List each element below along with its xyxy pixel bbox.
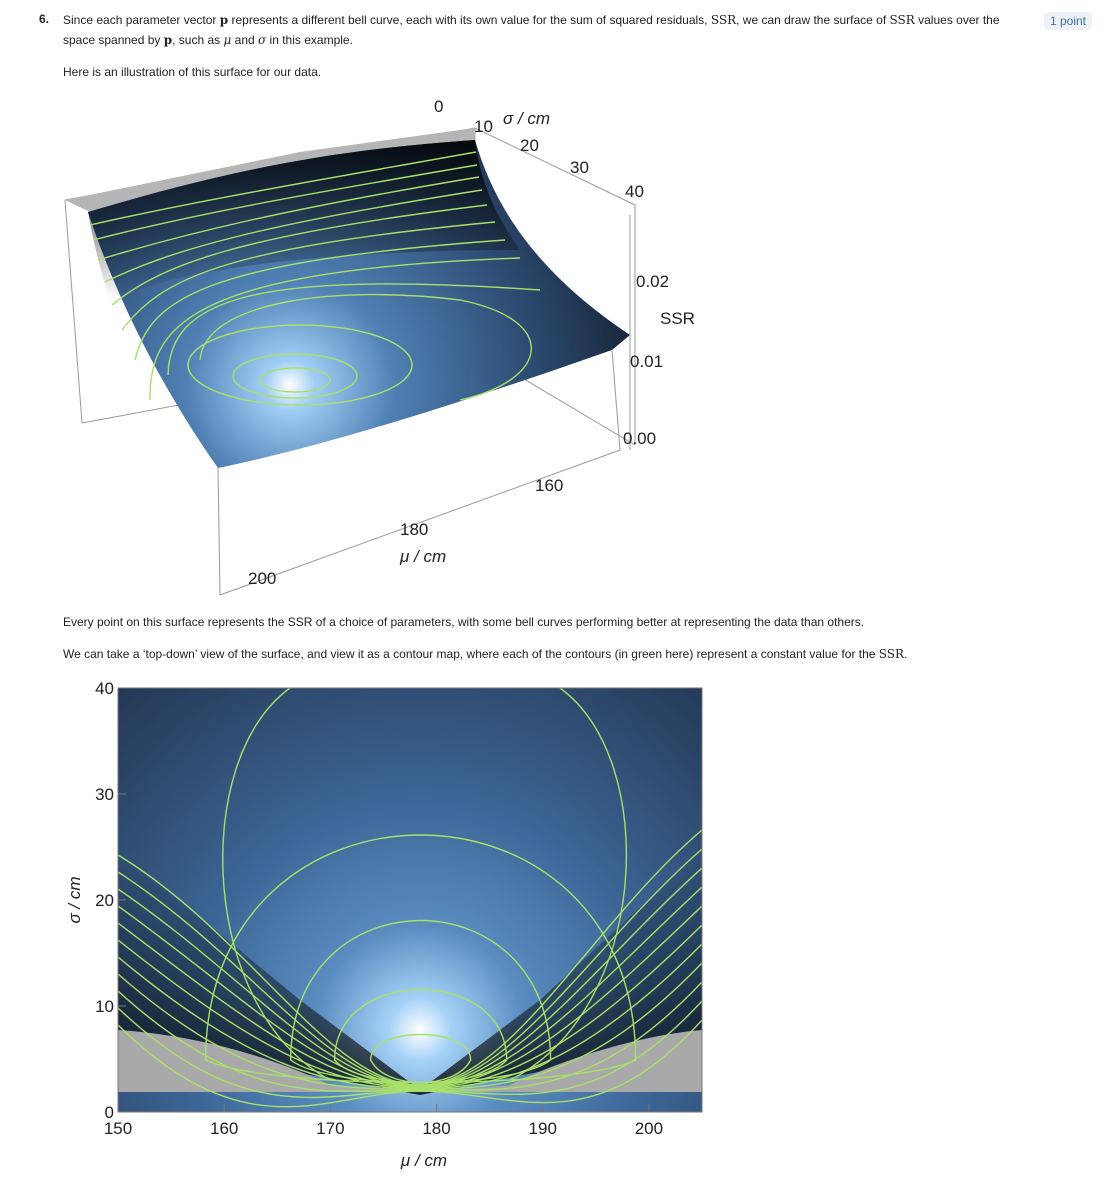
text-segment: , such as <box>172 33 224 47</box>
text-segment: in this example. <box>266 33 353 47</box>
y-tick-label: 30 <box>95 785 114 804</box>
sigma-tick-3d: 40 <box>625 182 644 201</box>
clipped-region <box>65 128 475 212</box>
contour-line <box>419 848 702 1087</box>
undefined-region <box>118 1030 702 1092</box>
math-ssr: SSR <box>878 647 905 661</box>
contour-dark-edges <box>118 850 702 1095</box>
contour-line <box>204 834 637 1084</box>
x-axis-label: μ / cm <box>400 1151 447 1170</box>
contour-line <box>419 1000 702 1096</box>
sigma-tick-3d: 10 <box>474 117 493 136</box>
sigma-tick-3d: 30 <box>570 158 589 177</box>
question-paragraph-4: We can take a ‘top-down’ view of the sur… <box>63 644 907 664</box>
contour-line <box>333 988 508 1084</box>
contour-heatmap <box>118 688 702 1112</box>
x-tick-label: 200 <box>635 1119 663 1138</box>
contour-line <box>118 1024 421 1108</box>
bounding-box-back <box>64 127 636 446</box>
contour-line <box>419 829 702 1086</box>
contour-line <box>118 854 421 1086</box>
math-sigma: σ <box>258 33 267 47</box>
ssr-surface <box>88 140 630 468</box>
math-mu: μ <box>223 33 232 47</box>
surface-axis-labels: 0 10 20 30 40 σ / cm 0.02 SSR 0.01 0.00 … <box>248 97 695 588</box>
contour-line <box>509 688 627 1081</box>
question-paragraph-2: Here is an illustration of this surface … <box>63 65 322 79</box>
y-tick-label: 0 <box>105 1103 114 1122</box>
x-tick-label: 150 <box>104 1119 132 1138</box>
contour-line <box>118 871 421 1087</box>
question-number: 6. <box>39 12 50 26</box>
surface-dark-shade <box>88 140 520 300</box>
x-tick-label: 160 <box>210 1119 238 1138</box>
x-tick-label: 190 <box>529 1119 557 1138</box>
question-paragraph-1: Since each parameter vector p represents… <box>63 10 1023 50</box>
contour-line <box>118 888 421 1087</box>
mu-tick-3d: 200 <box>248 569 276 588</box>
contour-axis-labels: 150 160 170 180 190 200 0 10 20 30 40 <box>95 679 663 1138</box>
contour-line <box>419 981 702 1091</box>
contour-line <box>118 1007 421 1099</box>
text-segment: We can take a ‘top-down’ view of the sur… <box>63 647 879 661</box>
contour-lines <box>118 688 702 1108</box>
text-segment: and <box>231 33 259 47</box>
contour-line <box>419 1019 702 1104</box>
math-ssr: SSR <box>889 13 915 27</box>
contour-line <box>118 973 421 1090</box>
math-p: p <box>219 13 229 27</box>
contour-line <box>419 867 702 1087</box>
contour-axes <box>117 687 650 1113</box>
y-tick-label: 20 <box>95 891 114 910</box>
text-segment: values over the space spanned by <box>63 13 1000 47</box>
mu-tick-3d: 180 <box>400 520 428 539</box>
contour-line <box>118 922 421 1089</box>
sigma-tick-3d: 20 <box>520 136 539 155</box>
ssr-tick-3d: 0.00 <box>623 429 656 448</box>
contour-line <box>419 886 702 1088</box>
math-ssr: SSR <box>710 13 737 27</box>
x-tick-label: 170 <box>316 1119 344 1138</box>
ssr-axis-label-3d: SSR <box>660 309 695 328</box>
contour-line <box>419 962 702 1090</box>
math-p: p <box>163 33 173 47</box>
mu-axis-label-3d: μ / cm <box>399 547 446 566</box>
contour-line <box>419 924 702 1089</box>
contour-line <box>118 905 421 1088</box>
ssr-tick-3d: 0.01 <box>630 352 663 371</box>
sigma-axis-label-3d: σ / cm <box>503 109 550 128</box>
ssr-tick-3d: 0.02 <box>636 272 669 291</box>
text-segment: Since each parameter vector <box>63 13 220 27</box>
contour-line <box>118 990 421 1092</box>
y-tick-label: 10 <box>95 997 114 1016</box>
contour-line <box>118 956 421 1090</box>
x-tick-label: 180 <box>422 1119 450 1138</box>
contour-line <box>419 943 702 1090</box>
y-axis-label: σ / cm <box>65 876 84 923</box>
y-tick-label: 40 <box>95 679 114 698</box>
sigma-tick-3d: 0 <box>434 97 443 116</box>
contour-line <box>222 688 331 1081</box>
text-segment: . <box>904 647 908 661</box>
mu-tick-3d: 160 <box>535 476 563 495</box>
question-paragraph-3: Every point on this surface represents t… <box>63 615 865 629</box>
bounding-box-front <box>217 215 631 596</box>
text-segment: represents a different bell curve, each … <box>228 13 711 27</box>
contour-line <box>118 939 421 1089</box>
points-badge: 1 point <box>1043 12 1092 30</box>
contour-line <box>289 919 552 1084</box>
text-segment: , we can draw the surface of <box>736 13 890 27</box>
plot-frame <box>117 687 703 1113</box>
contour-line <box>369 1033 472 1084</box>
contour-line <box>419 905 702 1089</box>
surface-contours <box>89 151 541 406</box>
